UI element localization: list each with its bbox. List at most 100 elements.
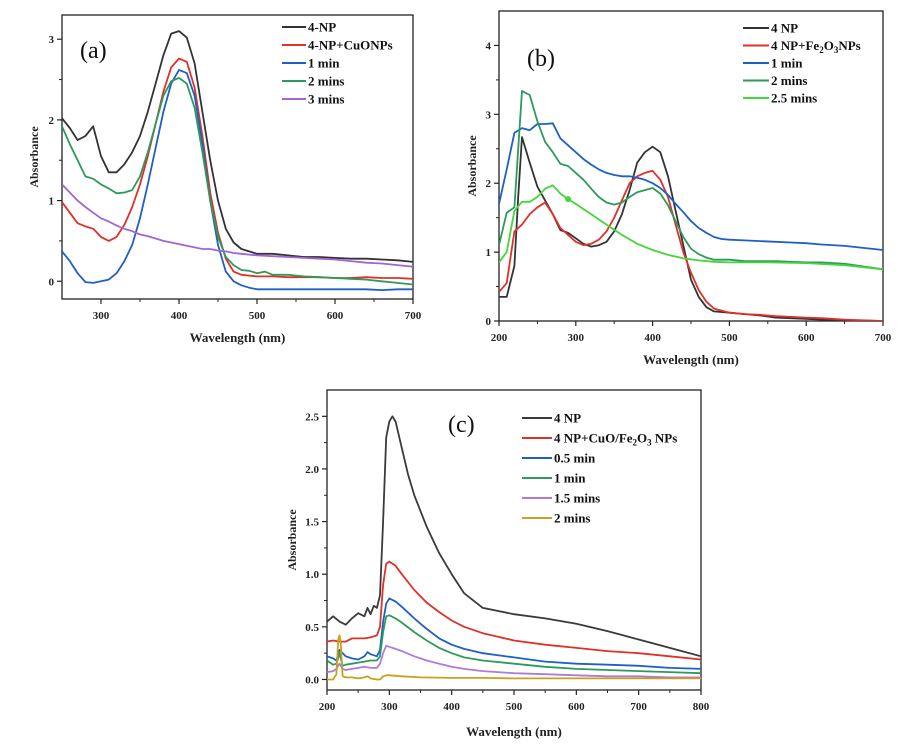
y-tick-label: 4 bbox=[486, 40, 492, 52]
y-tick-label: 2.5 bbox=[305, 411, 319, 423]
panel-label: (c) bbox=[448, 412, 475, 438]
x-tick-label: 700 bbox=[405, 310, 422, 322]
legend-label: 2 mins bbox=[308, 74, 344, 89]
series-layer bbox=[62, 30, 413, 292]
legend-item: 4-NP bbox=[282, 20, 336, 35]
panel-c: 200 300 400 500 600 700 8000.00.51.01.52.02.5 … bbox=[285, 389, 710, 739]
legend-item: 2 mins bbox=[282, 74, 344, 89]
legend-label: 4 NP+Fe2O3NPs bbox=[771, 38, 861, 55]
legend-label: 1 min bbox=[308, 56, 340, 71]
x-tick-label: 500 bbox=[249, 310, 266, 322]
x-axis-title: Wavelength (nm) bbox=[643, 352, 739, 367]
series-line-1-min bbox=[499, 122, 883, 251]
legend-item: 2.5 mins bbox=[743, 91, 817, 106]
x-tick-label: 600 bbox=[327, 310, 344, 322]
y-axis-title: Absorbance bbox=[27, 126, 41, 188]
legend-item: 4 NP+CuO/Fe2O3 NPs bbox=[522, 431, 677, 448]
legend-label: 1.5 mins bbox=[554, 491, 600, 506]
series-layer bbox=[327, 415, 701, 681]
legend-item: 1 min bbox=[522, 471, 586, 486]
series-line-1-5-mins bbox=[327, 644, 701, 679]
series-line-4-np-cuo-fe2o3-nps bbox=[327, 560, 701, 661]
y-tick-label: 2 bbox=[49, 115, 55, 127]
legend-item: 4 NP+Fe2O3NPs bbox=[743, 38, 861, 55]
x-tick-label: 200 bbox=[319, 701, 336, 713]
series-line-4-np bbox=[62, 30, 413, 263]
legend-item: 3 mins bbox=[282, 92, 344, 107]
y-tick-label: 2.0 bbox=[305, 464, 319, 476]
x-tick-label: 400 bbox=[443, 701, 460, 713]
panel-b: 200 300 400 500 600 700 0 1 2 3 4 (b) Wavelength (… bbox=[465, 10, 892, 367]
series-line-2-mins bbox=[499, 90, 883, 271]
ticks-layer: 300 400 500 600 700 0 1 2 3 bbox=[49, 34, 422, 322]
legend-item: 1 min bbox=[743, 56, 803, 71]
x-tick-label: 200 bbox=[491, 332, 508, 344]
ticks-layer: 200 300 400 500 600 700 0 1 2 3 4 bbox=[486, 40, 892, 344]
y-tick-label: 3 bbox=[49, 34, 55, 46]
x-tick-label: 300 bbox=[93, 310, 110, 322]
x-tick-label: 800 bbox=[693, 701, 710, 713]
legend-label: 4 NP+CuO/Fe2O3 NPs bbox=[554, 431, 677, 448]
legend-label: 4-NP+CuONPs bbox=[308, 38, 393, 53]
legend-item: 2 mins bbox=[743, 73, 807, 88]
series-line-4-np bbox=[327, 415, 701, 658]
ticks-layer: 200 300 400 500 600 700 800 0.0 0.5 1.0 1.5 2.0 2.5 bbox=[305, 411, 710, 713]
legend-label: 2 mins bbox=[554, 511, 590, 526]
legend-item: 0.5 min bbox=[522, 451, 596, 466]
x-tick-label: 300 bbox=[568, 332, 585, 344]
legend-label: 3 mins bbox=[308, 92, 344, 107]
series-line-1-min bbox=[62, 69, 413, 292]
y-tick-label: 1.0 bbox=[305, 569, 319, 581]
legend-label: 2 mins bbox=[771, 73, 807, 88]
series-line-4-np-fe2o3nps bbox=[499, 169, 883, 321]
y-tick-label: 0.0 bbox=[305, 674, 319, 686]
legend: 4 NP 4 NP+CuO/Fe2O3 NPs 0.5 min 1 min 1.5 mi… bbox=[522, 411, 677, 526]
legend: 4-NP 4-NP+CuONPs 1 min 2 mins 3 mins bbox=[282, 20, 393, 107]
y-axis-title: Absorbance bbox=[465, 135, 479, 197]
legend-label: 4-NP bbox=[308, 20, 336, 35]
legend-item: 1 min bbox=[282, 56, 340, 71]
legend-label: 0.5 min bbox=[554, 451, 596, 466]
x-tick-label: 500 bbox=[721, 332, 738, 344]
y-tick-label: 0 bbox=[49, 276, 55, 288]
series-line-3-mins bbox=[62, 183, 413, 268]
x-tick-label: 400 bbox=[644, 332, 661, 344]
legend-label: 4 NP bbox=[554, 411, 581, 426]
series-line-1-min bbox=[327, 614, 701, 675]
legend-item: 2 mins bbox=[522, 511, 590, 526]
y-tick-label: 0 bbox=[486, 316, 492, 328]
legend-label: 4 NP bbox=[771, 21, 798, 36]
legend-item: 4 NP bbox=[522, 411, 581, 426]
panel-label: (a) bbox=[80, 38, 107, 64]
legend-item: 4 NP bbox=[743, 21, 798, 36]
x-tick-label: 500 bbox=[506, 701, 523, 713]
y-tick-label: 2 bbox=[486, 178, 492, 190]
x-tick-label: 600 bbox=[568, 701, 585, 713]
legend-label: 1 min bbox=[771, 56, 803, 71]
plot-frame bbox=[61, 14, 414, 300]
series-line-4-np bbox=[499, 136, 883, 321]
series-line-2-mins bbox=[62, 77, 413, 286]
panel-label: (b) bbox=[527, 46, 555, 72]
x-tick-label: 300 bbox=[381, 701, 398, 713]
y-tick-label: 0.5 bbox=[305, 622, 319, 634]
y-axis-title: Absorbance bbox=[285, 509, 299, 571]
y-tick-label: 3 bbox=[486, 109, 492, 121]
series-layer bbox=[499, 90, 883, 321]
series-line-2-mins bbox=[327, 634, 701, 681]
legend-label: 1 min bbox=[554, 471, 586, 486]
series-line-0-5-min bbox=[327, 597, 701, 670]
x-tick-label: 400 bbox=[171, 310, 188, 322]
x-axis-title: Wavelength (nm) bbox=[190, 330, 286, 345]
x-tick-label: 700 bbox=[875, 332, 892, 344]
y-tick-label: 1 bbox=[486, 247, 492, 259]
data-point-marker bbox=[565, 196, 572, 203]
y-tick-label: 1 bbox=[49, 196, 55, 208]
series-line-2-5-mins bbox=[499, 184, 883, 271]
y-tick-label: 1.5 bbox=[305, 517, 319, 529]
x-axis-title: Wavelength (nm) bbox=[466, 724, 562, 739]
x-tick-label: 600 bbox=[798, 332, 815, 344]
